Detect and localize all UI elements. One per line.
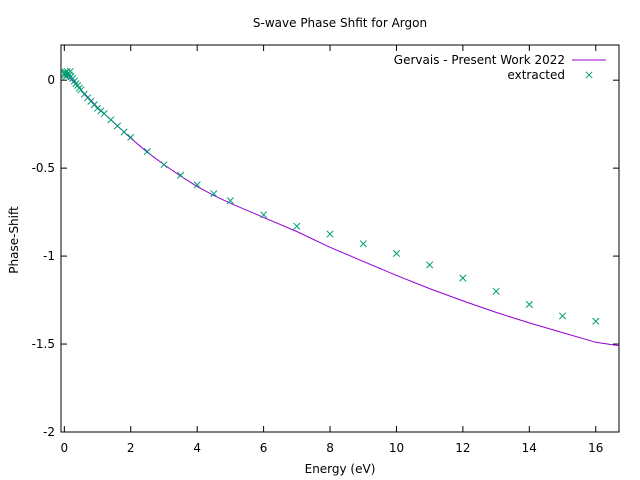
y-tick-label: -1.5 [32,337,55,351]
point-stroke [74,81,82,90]
point-stroke [70,77,78,85]
point-stroke [459,274,467,282]
data-point-extracted [127,133,135,141]
point-stroke [260,211,268,219]
point-stroke [127,133,135,141]
legend-label-model: Gervais - Present Work 2022 [394,53,565,67]
x-axis-label: Energy (eV) [305,462,376,476]
point-stroke [100,110,108,118]
legend: Gervais - Present Work 2022 extracted [394,53,606,82]
data-point-extracted [100,110,108,118]
data-point-extracted [120,128,128,136]
point-stroke [143,147,151,155]
axis-ticks: 0 2 4 6 8 10 12 14 16 0 -0.5 -1 -1.5 -2 [32,45,619,455]
data-point-extracted [193,181,201,189]
x-tick-label: 6 [260,441,268,455]
x-tick-label: 8 [326,441,334,455]
legend-marker-cross [585,71,593,79]
point-stroke [90,101,98,109]
data-point-extracted [459,274,467,282]
point-stroke [426,261,434,269]
data-point-extracted [293,222,301,230]
point-stroke [326,230,334,238]
x-tick-label: 4 [193,441,201,455]
point-stroke [84,94,92,102]
data-point-extracted [392,249,401,258]
data-point-extracted [210,190,218,198]
point-stroke [592,317,600,325]
point-stroke [113,122,122,130]
point-stroke [177,171,185,179]
point-stroke [77,86,85,94]
data-point-extracted [592,317,600,325]
y-tick-label: -2 [43,425,55,439]
point-stroke [69,74,77,82]
data-point-extracted [525,300,533,309]
point-stroke [492,287,500,295]
data-point-extracted [113,122,122,130]
plot-area [60,44,620,433]
y-axis-label: Phase-Shift [7,206,21,274]
point-stroke [210,190,218,198]
point-stroke [585,71,593,79]
data-point-extracted [558,312,567,320]
point-stroke [87,97,95,105]
point-stroke [80,90,88,98]
y-tick-label: -1 [43,249,55,263]
data-point-extracted [359,240,367,248]
x-tick-label: 14 [522,441,537,455]
x-tick-label: 12 [455,441,470,455]
legend-label-extracted: extracted [507,68,565,82]
data-point-extracted [177,171,185,179]
data-point-extracted [260,211,268,219]
point-stroke [160,161,168,169]
point-stroke [392,249,401,258]
x-tick-label: 10 [389,441,404,455]
x-tick-label: 0 [61,441,69,455]
point-stroke [120,128,128,136]
chart-title: S-wave Phase Shfit for Argon [253,16,427,30]
y-tick-label: -0.5 [32,161,55,175]
y-tick-label: 0 [47,73,55,87]
data-point-extracted [143,147,151,155]
data-point-extracted [107,116,115,124]
data-point-extracted [492,287,500,295]
data-point-extracted [226,197,234,205]
legend-swatch-extracted [585,71,593,79]
data-point-extracted [426,261,434,269]
x-tick-label: 16 [588,441,603,455]
point-stroke [558,312,567,320]
data-point-extracted [77,86,85,94]
x-tick-label: 2 [127,441,135,455]
point-stroke [293,222,301,230]
point-stroke [193,181,201,189]
data-point-extracted [326,230,334,238]
series-line-model [64,72,620,347]
point-stroke [525,300,533,309]
chart-marks [61,67,620,347]
point-stroke [359,240,367,248]
point-stroke [107,116,115,124]
point-stroke [226,197,234,205]
data-point-extracted [160,161,168,169]
